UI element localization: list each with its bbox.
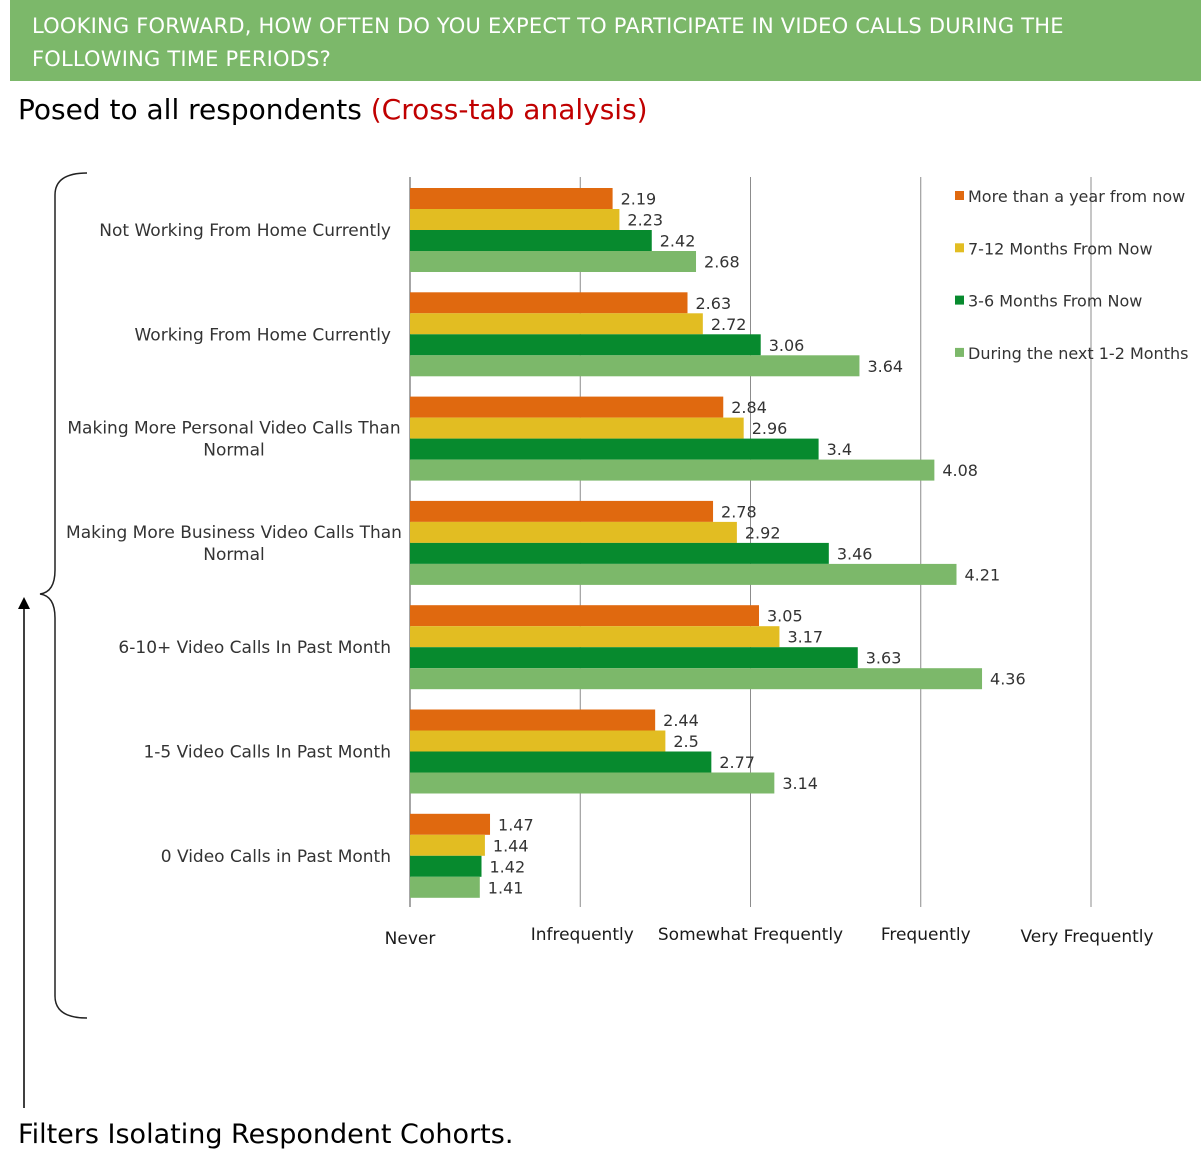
data-label: 3.63 [866, 649, 902, 668]
x-tick-label: Infrequently [531, 925, 634, 945]
bar [410, 209, 620, 230]
bar [410, 230, 652, 251]
data-label: 3.64 [867, 357, 903, 376]
x-tick-label: Never [385, 929, 436, 949]
bar [410, 772, 775, 794]
bar [410, 876, 480, 898]
bar [410, 563, 957, 585]
bar [410, 251, 697, 272]
bar [410, 438, 819, 460]
bar [410, 730, 666, 752]
category-label: Not Working From Home Currently [99, 221, 391, 241]
data-label: 2.44 [663, 711, 699, 730]
data-label: 2.19 [621, 190, 657, 209]
data-label: 2.84 [731, 398, 767, 417]
bar [410, 542, 829, 564]
data-label: 3.46 [837, 544, 873, 563]
bracket-line [39, 172, 88, 1019]
data-label: 2.23 [627, 211, 663, 230]
subtitle-note: (Cross-tab analysis) [370, 93, 648, 126]
bar [410, 647, 858, 669]
question-header: LOOKING FORWARD, HOW OFTEN DO YOU EXPECT… [10, 0, 1201, 81]
data-label: 3.4 [827, 440, 852, 459]
bars: 2.19 2.23 2.42 2.68 2.63 2.72 3.06 3.64 2.84 2.96… [410, 188, 1026, 898]
category-labels: Not Working From Home Currently Working F… [66, 221, 402, 867]
bar [410, 313, 703, 335]
legend-item: More than a year from now [955, 187, 1185, 206]
bar [410, 855, 482, 877]
bar [410, 626, 780, 648]
x-tick-label: Frequently [881, 925, 971, 945]
legend-swatch [955, 191, 964, 200]
data-label: 2.77 [719, 753, 755, 772]
bar [410, 188, 613, 209]
bar [410, 813, 491, 835]
legend-item: 7-12 Months From Now [955, 239, 1153, 258]
question-text: LOOKING FORWARD, HOW OFTEN DO YOU EXPECT… [32, 14, 1064, 71]
legend: More than a year from now 7-12 Months Fro… [955, 187, 1188, 363]
bar [410, 396, 724, 418]
bar [410, 459, 935, 481]
bar [410, 521, 737, 543]
data-label: 2.42 [660, 232, 696, 251]
bar [410, 668, 983, 690]
filter-bracket [18, 172, 88, 1108]
bar [410, 355, 860, 377]
data-label: 3.17 [787, 628, 823, 647]
data-label: 4.21 [965, 565, 1001, 584]
arrow-head-icon [18, 597, 30, 609]
bar [410, 334, 761, 356]
subtitle-text: Posed to all respondents [18, 93, 362, 126]
data-label: 2.78 [721, 502, 757, 521]
category-label: 6-10+ Video Calls In Past Month [118, 638, 391, 658]
subtitle: Posed to all respondents (Cross-tab anal… [18, 93, 648, 126]
category-label: 1-5 Video Calls In Past Month [143, 743, 391, 763]
bar [410, 500, 714, 522]
legend-label: During the next 1-2 Months [968, 344, 1188, 363]
data-label: 2.72 [711, 315, 747, 334]
legend-swatch [955, 295, 964, 305]
data-label: 3.05 [767, 607, 803, 626]
legend-label: 3-6 Months From Now [968, 292, 1142, 311]
data-label: 4.36 [990, 670, 1026, 689]
data-label: 1.44 [493, 836, 529, 855]
bar [410, 709, 656, 731]
x-tick-labels: Never Infrequently Somewhat Frequently Freq… [385, 925, 1154, 949]
bar [410, 292, 688, 314]
legend-label: More than a year from now [968, 187, 1185, 206]
legend-swatch [955, 243, 964, 253]
data-label: 1.47 [498, 815, 534, 834]
x-tick-label: Somewhat Frequently [658, 925, 843, 945]
data-label: 3.14 [782, 774, 818, 793]
category-label: Making More Business Video Calls Than Nor… [66, 523, 402, 565]
bar [410, 605, 760, 627]
data-label: 2.68 [704, 253, 740, 272]
data-label: 2.96 [752, 419, 788, 438]
bar [410, 751, 712, 773]
data-label: 3.06 [769, 336, 805, 355]
data-label: 2.92 [745, 523, 781, 542]
data-label: 1.42 [490, 857, 526, 876]
legend-item: 3-6 Months From Now [955, 292, 1142, 311]
category-label: Making More Personal Video Calls Than Nor… [67, 419, 400, 461]
data-label: 1.41 [488, 878, 524, 897]
footnote: Filters Isolating Respondent Cohorts. [18, 1119, 514, 1150]
legend-label: 7-12 Months From Now [968, 239, 1153, 258]
legend-swatch [955, 347, 964, 357]
legend-item: During the next 1-2 Months [955, 344, 1188, 363]
category-label: 0 Video Calls in Past Month [161, 847, 391, 867]
bar [410, 417, 744, 439]
data-label: 4.08 [942, 461, 978, 480]
data-label: 2.63 [696, 294, 732, 313]
bar [410, 834, 485, 856]
x-tick-label: Very Frequently [1020, 927, 1153, 947]
category-label: Working From Home Currently [134, 325, 391, 345]
data-label: 2.5 [673, 732, 698, 751]
